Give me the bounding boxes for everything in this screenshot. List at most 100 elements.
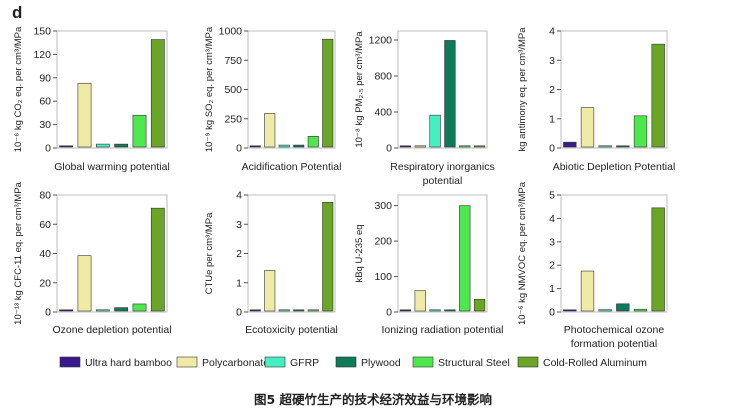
y-axis-label: CTUe per cm³/MPa xyxy=(204,212,215,295)
bar-gfrp xyxy=(95,143,110,148)
y-tick-label: 80 xyxy=(39,190,51,202)
bar-ultra-hard-bamboo xyxy=(59,145,74,148)
bar-polycarbonate xyxy=(77,82,92,148)
y-axis-label: kBq U-235 eq xyxy=(354,224,365,282)
legend-swatch xyxy=(517,356,539,368)
chart-title: Global warming potential xyxy=(54,161,170,173)
y-tick-label: 400 xyxy=(374,107,392,119)
y-tick-label: 0 xyxy=(549,143,555,155)
y-tick-label: 30 xyxy=(39,119,51,131)
bar-ultra-hard-bamboo xyxy=(249,145,261,148)
bar-polycarbonate xyxy=(414,145,426,148)
y-tick-label: 3 xyxy=(549,236,555,248)
y-tick-label: 1 xyxy=(549,283,555,295)
y-tick-label: 1200 xyxy=(369,35,393,47)
legend-item-cold-rolled-aluminum: Cold-Rolled Aluminum xyxy=(517,356,647,369)
chart-acidification-potential: 0 250 500 750 1000 10⁻⁹ kg SO₂ eq. per cm³/MP… xyxy=(204,26,341,174)
bar-cold-rolled-aluminum xyxy=(473,298,486,312)
bar-plywood xyxy=(444,40,456,148)
y-tick-label: 750 xyxy=(224,55,242,67)
y-tick-label: 4 xyxy=(549,213,555,225)
y-axis-label: 10⁻⁸ kg PM₂.₅ per cm³/MPa xyxy=(354,31,365,148)
plot-frame xyxy=(56,194,168,313)
y-tick-label: 0 xyxy=(236,307,242,319)
chart-title-line-1: Respiratory inorganics xyxy=(390,161,494,173)
bar-plywood xyxy=(293,309,305,312)
y-tick-label: 4 xyxy=(236,190,242,202)
bar-structural-steel xyxy=(307,309,319,312)
y-tick-label: 60 xyxy=(39,219,51,231)
y-axis-label: 10⁻⁶ kg NMVOC eq. per cm³/MPa xyxy=(517,181,528,325)
plot-frame xyxy=(560,30,668,149)
legend-label: Structural Steel xyxy=(438,357,510,369)
chart-title: Ionizing radiation potential xyxy=(381,324,503,336)
y-tick-label: 0 xyxy=(386,143,392,155)
bar-cold-rolled-aluminum xyxy=(651,43,665,148)
y-tick-label: 150 xyxy=(33,26,51,38)
y-tick-label: 3 xyxy=(236,219,242,231)
legend-item-ultra-hard-bamboo: Ultra hard bamboo xyxy=(59,356,172,369)
panel-letter: d xyxy=(12,3,23,22)
plot-frame xyxy=(247,194,336,313)
y-tick-label: 800 xyxy=(374,71,392,83)
plot-frame xyxy=(247,30,336,149)
y-tick-label: 0 xyxy=(45,143,51,155)
bar-structural-steel xyxy=(633,308,648,312)
chart-ecotoxicity-potential: 0 1 2 3 4 CTUe per cm³/MPa Ecotoxicity potenti… xyxy=(204,190,338,337)
y-tick-label: 500 xyxy=(224,84,242,96)
plot-frame xyxy=(397,30,488,149)
chart-title: Acidification Potential xyxy=(242,161,342,173)
y-tick-label: 100 xyxy=(374,271,392,283)
bar-plywood xyxy=(114,143,129,148)
bar-polycarbonate xyxy=(580,107,595,148)
bar-gfrp xyxy=(95,309,110,312)
bar-ultra-hard-bamboo xyxy=(399,145,412,148)
legend-label: Plywood xyxy=(361,357,401,369)
y-tick-label: 90 xyxy=(39,72,51,84)
bar-gfrp xyxy=(278,144,290,148)
bar-cold-rolled-aluminum xyxy=(322,38,334,148)
bar-plywood xyxy=(293,144,305,148)
legend-swatch xyxy=(59,356,81,368)
bar-structural-steel xyxy=(307,136,319,148)
legend-swatch xyxy=(176,356,198,368)
bar-ultra-hard-bamboo xyxy=(249,309,261,312)
legend-item-gfrp: GFRP xyxy=(264,356,319,369)
bar-structural-steel xyxy=(633,115,648,148)
chart-title-line-2: potential xyxy=(423,175,463,187)
y-tick-label: 1 xyxy=(236,277,242,289)
bar-gfrp xyxy=(429,114,441,148)
chart-photochemical-ozone-formation-potential: 0 1 2 3 4 5 10⁻⁶ kg NMVOC eq. per cm³/MPa Photo… xyxy=(517,181,668,350)
bar-cold-rolled-aluminum xyxy=(150,39,165,148)
chart-global-warming-potential: 0 30 60 90 120 150 10⁻⁶ kg CO₂ eq. per cm³/MPa… xyxy=(13,26,170,174)
legend-label: Polycarbonate xyxy=(202,357,269,369)
y-axis-label: 10⁻⁶ kg CO₂ eq. per cm³/MPa xyxy=(13,26,24,152)
plot-frame xyxy=(56,30,168,149)
legend-swatch xyxy=(264,356,286,368)
bar-plywood xyxy=(444,309,456,312)
bar-plywood xyxy=(616,145,630,148)
chart-ionizing-radiation-potential: 0 100 200 300 kBq U-235 eq Ionizing radiation… xyxy=(354,194,504,336)
bar-structural-steel xyxy=(459,205,471,312)
legend: Ultra hard bamboo Polycarbonate GFRP Plywoo… xyxy=(59,356,647,369)
legend-item-polycarbonate: Polycarbonate xyxy=(176,356,269,369)
bar-structural-steel xyxy=(132,114,147,148)
y-tick-label: 0 xyxy=(549,307,555,319)
y-tick-label: 0 xyxy=(45,307,51,319)
y-tick-label: 0 xyxy=(236,143,242,155)
legend-label: Cold-Rolled Aluminum xyxy=(543,357,647,369)
chart-abiotic-depletion-potential: 0 1 2 3 4 kg antimony eq. per cm³/MPa Abiotic … xyxy=(517,26,675,174)
y-tick-label: 4 xyxy=(549,26,555,38)
bar-polycarbonate xyxy=(414,290,426,312)
bar-ultra-hard-bamboo xyxy=(399,309,412,312)
y-tick-label: 2 xyxy=(549,84,555,96)
chart-respiratory-inorganics-potential: 0 400 800 1200 10⁻⁸ kg PM₂.₅ per cm³/MPa Resp… xyxy=(354,30,495,187)
bar-polycarbonate xyxy=(264,270,276,312)
y-tick-label: 300 xyxy=(374,200,392,212)
chart-title: Abiotic Depletion Potential xyxy=(553,161,676,173)
y-tick-label: 2 xyxy=(236,248,242,260)
legend-label: Ultra hard bamboo xyxy=(85,357,172,369)
bar-cold-rolled-aluminum xyxy=(651,207,665,312)
y-tick-label: 200 xyxy=(374,236,392,248)
